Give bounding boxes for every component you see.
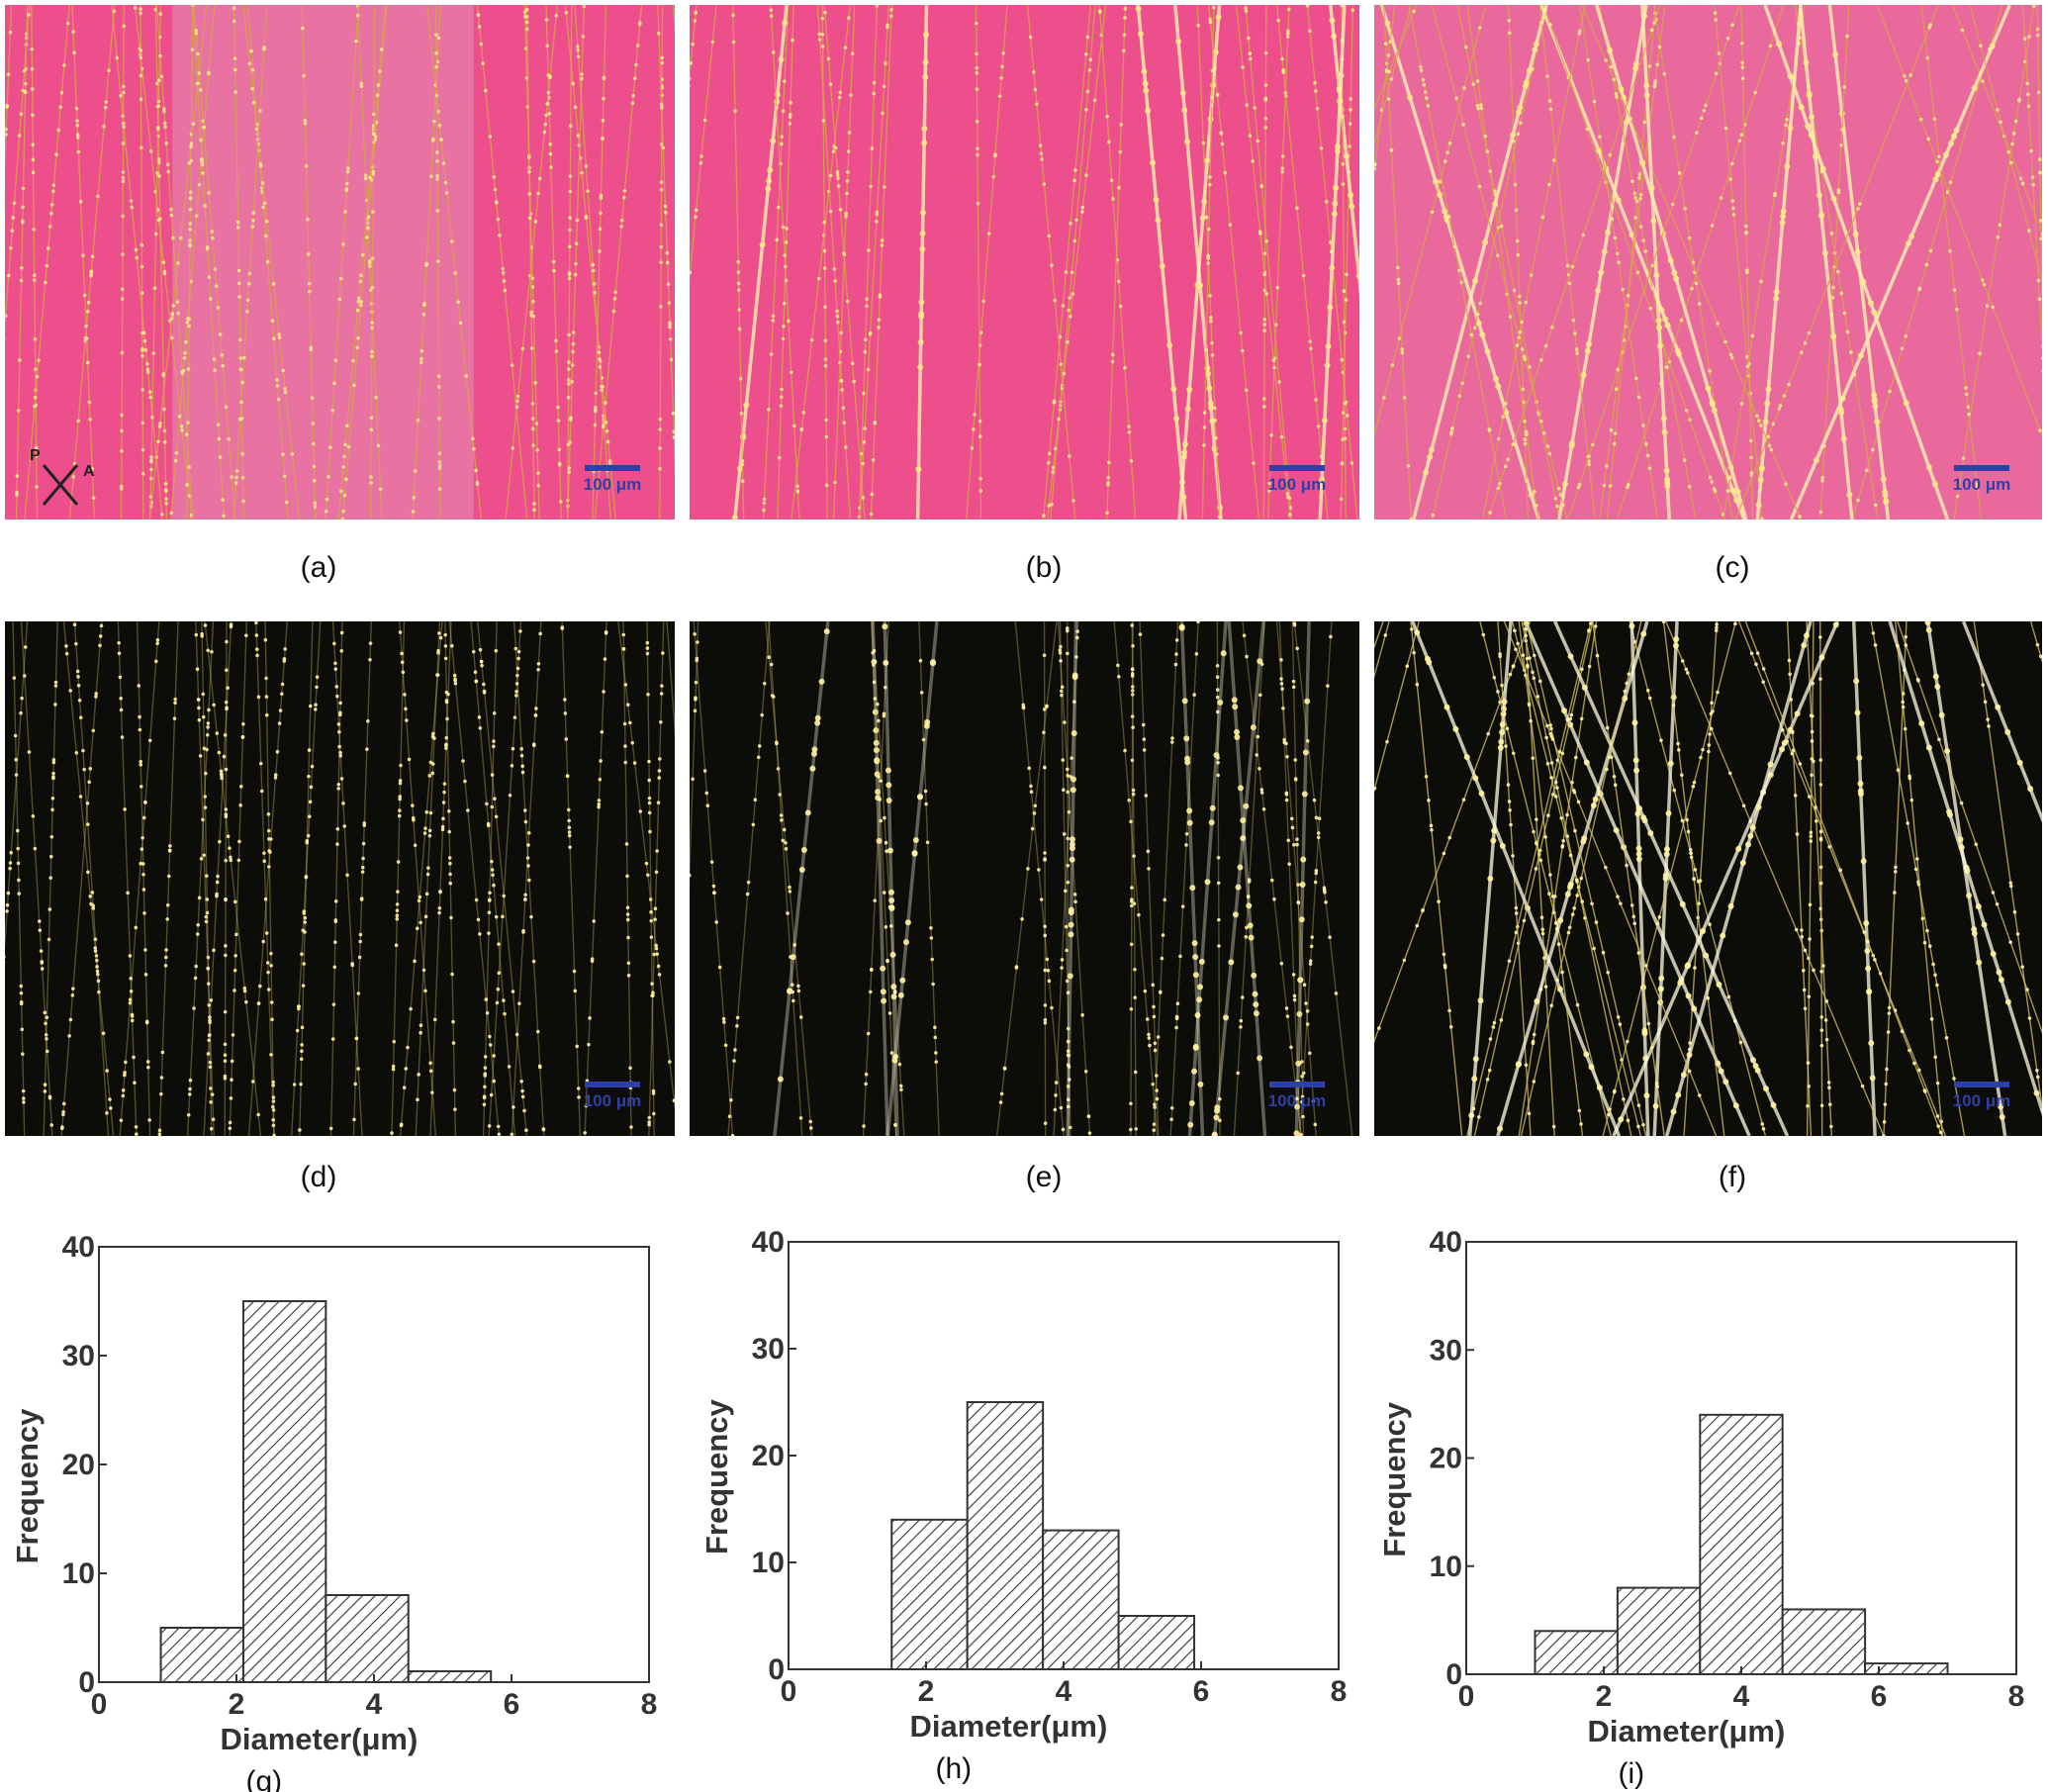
micrograph-d-svg [5,621,675,1136]
x-tick-label: 8 [2008,1680,2025,1713]
x-tick-label: 0 [781,1675,797,1708]
scale-bar-e: 100 μm [1253,1082,1342,1111]
y-tick-label: 10 [1430,1551,1462,1583]
histogram-bar [1042,1529,1120,1670]
micrograph-f-svg [1374,621,2042,1136]
histogram-bar [1699,1413,1784,1676]
micrograph-c-svg [1374,5,2042,519]
x-tick-label: 2 [1596,1680,1613,1713]
caption-a: (a) [300,551,337,584]
scale-bar-label: 100 μm [583,1091,642,1110]
y-tick-label: 20 [62,1449,95,1481]
caption-d: (d) [300,1161,337,1193]
x-tick-label: 4 [366,1688,383,1721]
y-tick-label: 0 [1445,1658,1462,1691]
x-axis-title: Diameter(μm) [220,1722,418,1756]
x-tick-label: 6 [1193,1675,1210,1708]
micrograph-a [5,5,675,519]
analyzer-label-a: A [83,463,95,480]
scale-bar-b: 100 μm [1253,465,1342,495]
crossed-polarizer-icon [42,464,79,506]
x-tick-label: 8 [641,1688,658,1721]
micrograph-d [5,621,675,1136]
x-axis-title: Diameter(μm) [909,1709,1107,1744]
histogram-h: 0 10 20 30 40 0 2 4 6 8 Diameter(μm) Frequency (h) [683,1226,1365,1785]
scale-bar-label: 100 μm [1952,1091,2011,1110]
x-tick-label: 2 [918,1675,935,1708]
histogram-bar [1117,1615,1196,1670]
y-tick-label: 20 [752,1440,785,1472]
y-tick-label: 0 [78,1666,95,1699]
micrograph-e [690,621,1359,1136]
caption-h: (h) [935,1752,972,1785]
scale-bar-c: 100 μm [1937,465,2026,495]
histogram-bar [1781,1608,1867,1676]
x-tick-label: 4 [1733,1680,1750,1713]
y-tick-label: 30 [752,1333,785,1366]
x-tick-label: 0 [91,1688,108,1721]
histogram-bar [966,1401,1045,1670]
y-tick-label: 20 [1430,1443,1462,1475]
histogram-bar [1534,1630,1619,1675]
histogram-h-svg: 0 10 20 30 40 0 2 4 6 8 Diameter(μm) Frequency (h) [699,1226,1348,1785]
micrograph-b-svg [690,5,1359,519]
caption-g: (g) [245,1765,282,1792]
histogram-g-svg: 0 10 20 30 40 0 2 4 6 8 Diameter(μm) Frequency (g) [10,1231,658,1792]
scale-bar-f: 100 μm [1937,1082,2026,1111]
histogram-bar [241,1300,327,1683]
micrograph-e-svg [690,621,1359,1136]
polarizer-indicator: P A [28,447,107,517]
y-tick-label: 30 [62,1340,95,1372]
caption-f: (f) [1718,1161,1747,1193]
micrograph-b [690,5,1359,519]
scale-bar-label: 100 μm [1267,475,1327,494]
histogram-bar [407,1670,493,1683]
y-axis-title: Frequency [10,1408,45,1564]
micrograph-f [1374,621,2042,1136]
scale-bar-label: 100 μm [583,475,642,494]
histogram-i-svg: 0 10 20 30 40 0 2 4 6 8 Diameter(μm) Frequency (i) [1377,1226,2025,1790]
histogram-bar [159,1627,244,1683]
caption-b: (b) [1025,551,1063,584]
y-tick-label: 0 [768,1653,785,1686]
x-tick-label: 8 [1331,1675,1348,1708]
y-tick-label: 40 [752,1226,785,1259]
micrograph-c [1374,5,2042,519]
y-axis-title: Frequency [699,1398,734,1555]
histogram-bar [1616,1586,1702,1676]
caption-c: (c) [1715,551,1750,584]
caption-e: (e) [1025,1161,1063,1193]
polarizer-label-p: P [30,447,41,464]
x-tick-label: 6 [504,1688,520,1721]
histogram-bar [325,1594,410,1683]
scale-bar-label: 100 μm [1267,1091,1327,1110]
y-tick-label: 40 [1430,1226,1462,1259]
histogram-g: 0 10 20 30 40 0 2 4 6 8 Diameter(μm) Frequency (g) [0,1227,683,1792]
x-tick-label: 2 [229,1688,245,1721]
x-tick-label: 0 [1458,1680,1475,1713]
histogram-bar [890,1518,969,1670]
caption-i: (i) [1618,1757,1644,1790]
micrograph-a-svg [5,5,675,519]
histogram-bar [1864,1662,1949,1676]
scale-bar-label: 100 μm [1952,475,2011,494]
x-tick-label: 4 [1056,1675,1072,1708]
y-tick-label: 40 [62,1231,95,1264]
y-tick-label: 10 [62,1557,95,1590]
y-tick-label: 30 [1430,1334,1462,1367]
x-axis-title: Diameter(μm) [1587,1714,1785,1748]
scale-bar-d: 100 μm [568,1082,657,1111]
histogram-i: 0 10 20 30 40 0 2 4 6 8 Diameter(μm) Frequency (i) [1365,1226,2048,1790]
x-tick-label: 6 [1871,1680,1888,1713]
y-tick-label: 10 [752,1547,785,1579]
scale-bar-a: 100 μm [568,465,657,495]
y-axis-title: Frequency [1377,1401,1412,1557]
